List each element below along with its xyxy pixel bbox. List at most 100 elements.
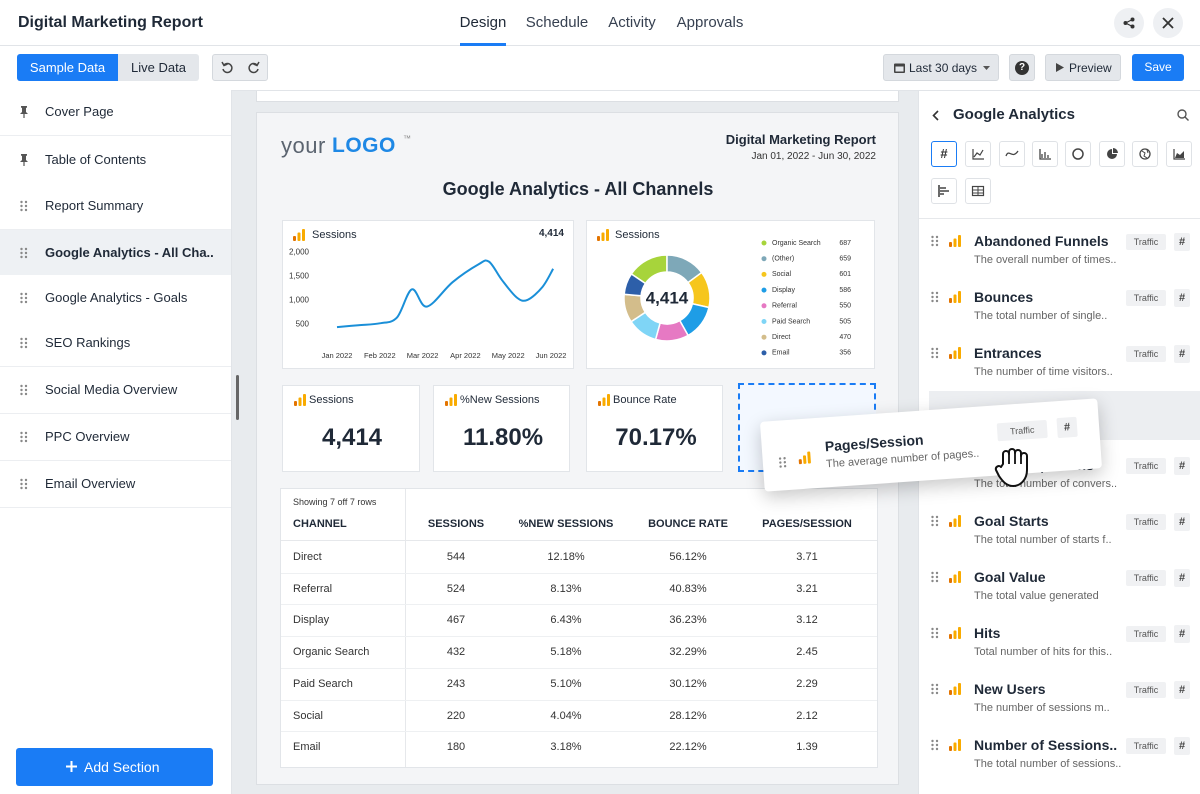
header-divider: [281, 540, 877, 541]
kpi-label: %New Sessions: [460, 394, 540, 406]
share-button[interactable]: [1114, 8, 1144, 38]
drag-handle-part: [931, 355, 934, 359]
ga-icon-part: [606, 229, 609, 241]
report-heading: Google Analytics - All Channels: [442, 179, 714, 199]
drag-handle-part: [935, 235, 939, 239]
drag-handle-part: [24, 300, 28, 304]
nav-tab[interactable]: Design: [459, 14, 507, 31]
ga-icon-part: [958, 347, 961, 359]
drag-handle-part: [24, 384, 28, 388]
widget-type-icon: [1107, 148, 1118, 159]
widget-type-icon-part: [1113, 148, 1118, 153]
ga-icon-part: [949, 298, 952, 303]
data-mode-button[interactable]: Live Data: [118, 54, 199, 81]
metric-name: Abandoned Funnels: [974, 233, 1109, 249]
legend-label: Display: [772, 287, 795, 294]
drag-handle-part: [935, 523, 939, 527]
drag-handle-part: [24, 478, 28, 482]
table-cell: 524: [446, 582, 466, 595]
section-label: Cover Page: [45, 104, 114, 119]
back-icon-part: [932, 110, 939, 121]
add-section-button[interactable]: [16, 748, 213, 786]
data-mode-button[interactable]: Sample Data: [17, 54, 118, 81]
section-item[interactable]: [0, 461, 231, 508]
table-cell: Social: [293, 709, 323, 722]
widget-type-button[interactable]: [1065, 141, 1091, 167]
metric-badge: #: [1174, 737, 1190, 755]
header: Digital Marketing Report Design Schedule Ac…: [0, 0, 1200, 46]
drag-handle-part: [20, 200, 23, 204]
column-header: %NEW SESSIONS: [518, 518, 614, 530]
widget-type-icon-part: [1141, 149, 1149, 159]
table-caption: Showing 7 off 7 rows: [293, 497, 377, 507]
drag-handle-part: [931, 515, 934, 519]
row-divider: [281, 636, 877, 638]
drag-handle-part: [24, 345, 28, 349]
row-divider: [281, 731, 877, 733]
drag-handle-part: [20, 292, 23, 296]
metric-desc: The total number of single..: [974, 310, 1108, 322]
drag-handle: [931, 571, 939, 583]
nav-tab[interactable]: Activity: [608, 14, 656, 31]
legend-swatch: [761, 287, 767, 293]
drag-handle-part: [783, 461, 787, 464]
metric-name: Number of Sessions..: [974, 737, 1118, 753]
drag-handle-part: [24, 200, 28, 204]
legend-value: 687: [839, 240, 851, 247]
table-cell: 544: [446, 551, 466, 563]
drag-handle-part: [935, 515, 939, 519]
table-cell: 30.12%: [669, 677, 707, 690]
column-header: BOUNCE RATE: [648, 518, 728, 530]
kpi-label: Sessions: [309, 394, 354, 406]
widget-type-button[interactable]: [1132, 141, 1158, 167]
section-item[interactable]: [0, 137, 231, 184]
legend-value: 505: [839, 318, 851, 325]
widget-type-icon-part: [1107, 149, 1117, 159]
table-cell: Direct: [293, 551, 322, 563]
table-cell: 40.83%: [669, 582, 707, 595]
kpi-value: 70.17%: [615, 424, 697, 451]
widget-type-icon: [938, 185, 949, 197]
ga-icon-part: [294, 401, 297, 406]
drag-handle-part: [24, 435, 28, 439]
drag-handle-part: [935, 743, 939, 747]
nav-tab[interactable]: Schedule: [525, 14, 589, 31]
drag-handle: [931, 235, 939, 247]
ga-icon: [949, 515, 961, 527]
section-item[interactable]: [0, 275, 231, 322]
column-header: SESSIONS: [427, 518, 485, 530]
grab-cursor: [994, 448, 1028, 487]
legend-swatch: [761, 303, 767, 309]
x-tick-label: Jan 2022: [322, 351, 353, 360]
drag-handle-part: [778, 457, 782, 460]
play-icon-part: [1056, 63, 1064, 72]
drag-handle-part: [24, 486, 28, 490]
section-item[interactable]: [0, 89, 231, 136]
row-divider: [281, 699, 877, 701]
section-item[interactable]: [0, 367, 231, 414]
dragged-metric-card[interactable]: Pages/Session The average number of pages…: [759, 398, 1103, 492]
drag-handle-part: [20, 251, 23, 255]
section-item[interactable]: [0, 230, 231, 277]
section-item[interactable]: [0, 183, 231, 230]
section-item[interactable]: [0, 414, 231, 461]
drag-handle-part: [20, 482, 23, 486]
share-icon: [1123, 17, 1135, 29]
widget-type-button[interactable]: [1166, 141, 1192, 167]
widget-type-icon: [1173, 149, 1185, 160]
drag-handle-part: [931, 239, 934, 243]
ga-icon-part: [601, 232, 605, 241]
pin-icon-part: [20, 106, 28, 114]
undo-redo-group[interactable]: [212, 54, 268, 81]
nav-tab[interactable]: Approvals: [676, 14, 744, 31]
table-cell: 2.12: [796, 709, 818, 722]
prev-page-edge: [256, 91, 899, 102]
legend-label: (Other): [772, 256, 794, 263]
save-button[interactable]: Save: [1132, 54, 1184, 81]
widget-type-button[interactable]: [931, 141, 957, 167]
section-item[interactable]: [0, 320, 231, 367]
ga-icon-part: [953, 294, 957, 303]
drag-handle-part: [20, 337, 23, 341]
drag-handle-part: [24, 337, 28, 341]
ga-icon-part: [953, 518, 957, 527]
